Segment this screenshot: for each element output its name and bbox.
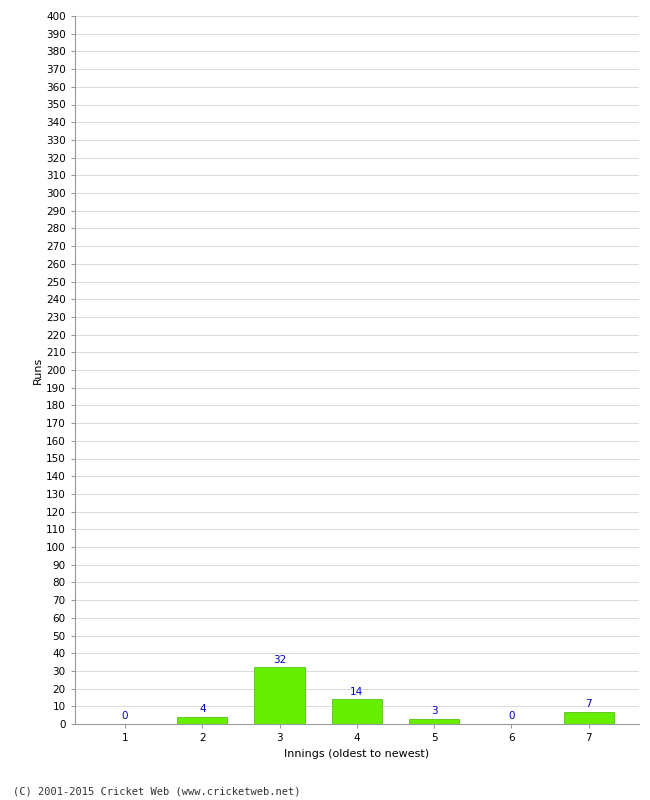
- Text: 3: 3: [431, 706, 437, 716]
- Text: 14: 14: [350, 686, 363, 697]
- X-axis label: Innings (oldest to newest): Innings (oldest to newest): [284, 749, 430, 758]
- Bar: [409, 718, 460, 724]
- Text: 32: 32: [273, 654, 286, 665]
- Text: 4: 4: [199, 704, 205, 714]
- Bar: [177, 717, 228, 724]
- Bar: [332, 699, 382, 724]
- Text: 0: 0: [508, 711, 515, 722]
- Text: 0: 0: [122, 711, 128, 722]
- Text: (C) 2001-2015 Cricket Web (www.cricketweb.net): (C) 2001-2015 Cricket Web (www.cricketwe…: [13, 786, 300, 796]
- Text: 7: 7: [586, 699, 592, 709]
- Bar: [254, 667, 305, 724]
- Y-axis label: Runs: Runs: [33, 356, 43, 384]
- Bar: [564, 712, 614, 724]
